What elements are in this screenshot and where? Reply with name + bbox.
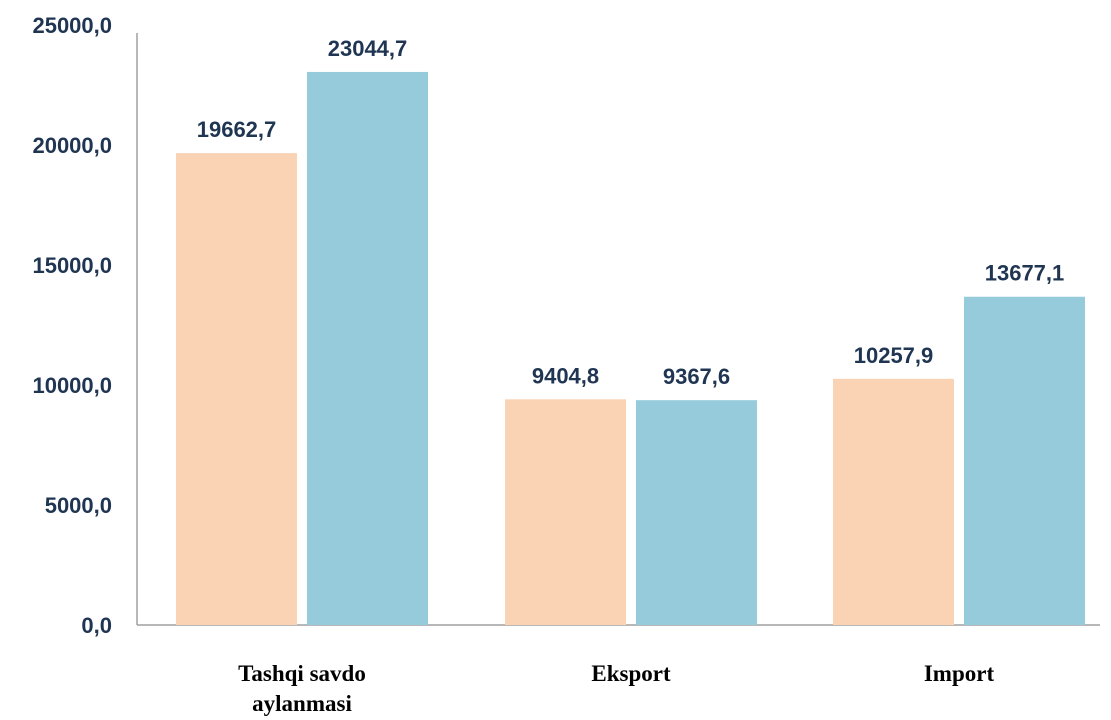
y-tick-label: 5000,0 [45,493,112,518]
y-tick-label: 25000,0 [32,13,112,38]
bar [964,296,1085,625]
bar [505,399,626,625]
data-label: 9404,8 [532,363,599,388]
data-label: 23044,7 [328,36,408,61]
x-category-label-line: Eksport [591,661,671,686]
bar [307,71,428,626]
x-category-label: Eksport [591,661,671,686]
data-label: 19662,7 [197,117,277,142]
data-label: 10257,9 [854,343,934,368]
y-tick-label: 20000,0 [32,133,112,158]
x-category-label-line: Import [924,661,995,686]
data-label: 9367,6 [663,364,730,389]
data-label: 13677,1 [985,261,1065,286]
bar [176,153,297,625]
x-category-label-line: aylanmasi [252,691,352,716]
bar [636,400,757,625]
y-tick-label: 15000,0 [32,253,112,278]
y-tick-label: 0,0 [81,613,112,638]
x-category-label: Tashqi savdo aylanmasi [238,661,366,716]
x-category-label: Import [924,661,995,686]
y-tick-label: 10000,0 [32,373,112,398]
bar [833,378,954,625]
x-category-label-line: Tashqi savdo [238,661,366,686]
